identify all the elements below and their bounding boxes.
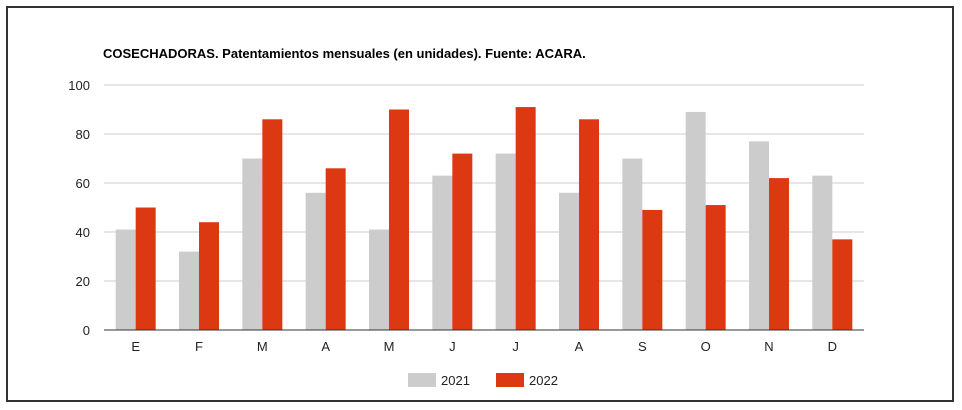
bar-2021-10 xyxy=(749,141,769,330)
bar-2021-5 xyxy=(432,175,453,330)
bar-2021-0 xyxy=(115,229,136,330)
bar-2021-2 xyxy=(242,158,263,330)
y-tick-label: 40 xyxy=(76,225,90,240)
bar-2022-0 xyxy=(135,207,156,330)
bar-2022-4 xyxy=(389,109,409,330)
x-tick-label: J xyxy=(449,339,456,354)
y-tick-label: 0 xyxy=(83,323,90,338)
chart-title: COSECHADORAS. Patentamientos mensuales (… xyxy=(103,46,586,61)
x-tick-label: S xyxy=(638,339,647,354)
bar-2022-5 xyxy=(452,153,473,330)
bar-2022-9 xyxy=(705,205,726,330)
bar-2022-3 xyxy=(325,168,346,330)
y-tick-label: 80 xyxy=(76,127,90,142)
x-tick-label: N xyxy=(764,339,773,354)
bar-2021-3 xyxy=(305,192,326,330)
legend-label: 2021 xyxy=(441,373,470,388)
legend-swatch-2021 xyxy=(408,373,436,387)
bar-2021-9 xyxy=(685,111,706,330)
bar-2022-10 xyxy=(769,178,789,330)
bar-2021-6 xyxy=(495,153,516,330)
bar-2021-1 xyxy=(179,251,199,330)
bar-2022-7 xyxy=(579,119,599,330)
bar-2022-11 xyxy=(832,239,853,330)
bar-2021-8 xyxy=(622,158,643,330)
x-tick-label: J xyxy=(512,339,519,354)
bar-2022-6 xyxy=(515,107,536,330)
x-tick-label: O xyxy=(701,339,711,354)
y-tick-label: 60 xyxy=(76,176,90,191)
bar-2022-8 xyxy=(642,209,663,330)
x-tick-label: M xyxy=(384,339,395,354)
bar-2022-1 xyxy=(199,222,219,330)
legend: 2021 2022 xyxy=(408,373,558,388)
chart-frame xyxy=(6,6,954,402)
x-tick-label: F xyxy=(195,339,203,354)
y-tick-label: 100 xyxy=(68,78,90,93)
bar-2021-7 xyxy=(559,192,579,330)
x-tick-label: M xyxy=(257,339,268,354)
y-axis-ticks: 0 20 40 60 80 100 xyxy=(68,78,90,338)
x-tick-label: A xyxy=(575,339,584,354)
bars xyxy=(115,107,853,330)
x-tick-label: D xyxy=(828,339,837,354)
bar-2022-2 xyxy=(262,119,283,330)
bar-2021-11 xyxy=(812,175,833,330)
legend-label: 2022 xyxy=(529,373,558,388)
gridlines xyxy=(104,84,864,282)
x-tick-label: E xyxy=(131,339,140,354)
y-tick-label: 20 xyxy=(76,274,90,289)
x-tick-label: A xyxy=(321,339,330,354)
bar-2021-4 xyxy=(369,229,389,330)
legend-swatch-2022 xyxy=(496,373,524,387)
